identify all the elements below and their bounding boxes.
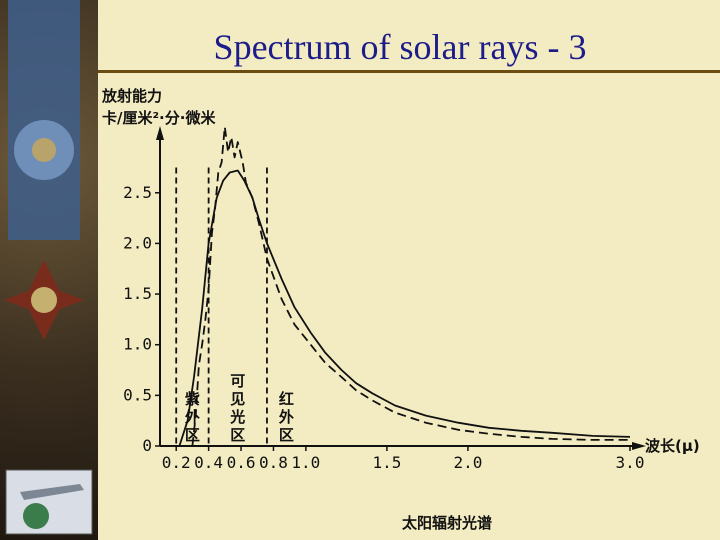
region-label: 区: [279, 426, 294, 444]
y-tick-label: 0.5: [123, 385, 152, 404]
region-label: 可: [230, 372, 245, 390]
rosette-center: [32, 138, 56, 162]
x-ticks: 0.2 0.4 0.6 0.8 1.0 1.5 2.0 3.0: [162, 446, 645, 472]
sidebar-medal-image: [0, 0, 98, 540]
y-tick-label: 1.5: [123, 284, 152, 303]
solar-spectrum-chart: 放射能力 卡/厘米²·分·微米 00.51.01.52.02.5 0.2 0.4 0…: [101, 87, 700, 532]
x-axis-label: 波长(μ): [645, 437, 700, 455]
airplane-icon: [20, 484, 84, 500]
y-axis-label-line1: 放射能力: [101, 87, 162, 105]
y-tick-label: 1.0: [123, 335, 152, 354]
region-label: 见: [230, 390, 245, 408]
x-tick-label: 0.2: [162, 453, 191, 472]
x-tick-label: 0.8: [259, 453, 288, 472]
y-tick-label: 0: [142, 436, 152, 455]
x-tick-label: 3.0: [616, 453, 645, 472]
chart-caption: 太阳辐射光谱: [402, 514, 492, 532]
region-label: 红: [279, 390, 294, 408]
y-axis-label-line2: 卡/厘米²·分·微米: [102, 109, 216, 127]
x-tick-label: 0.6: [227, 453, 256, 472]
y-axis-arrow: [156, 126, 164, 140]
region-label: 光: [229, 408, 245, 426]
region-label: 区: [185, 426, 200, 444]
series-line-solid: [178, 169, 631, 447]
globe-icon: [23, 503, 49, 529]
x-tick-label: 1.5: [372, 453, 401, 472]
slide-title: Spectrum of solar rays - 3: [213, 27, 587, 67]
x-axis-arrow: [632, 442, 646, 450]
y-tick-label: 2.5: [123, 183, 152, 202]
x-tick-label: 0.4: [194, 453, 223, 472]
series-line-dashed: [191, 126, 630, 447]
medal-illustration: [4, 0, 93, 535]
airplane-globe-icon: [5, 469, 93, 535]
y-tick-label: 2.0: [123, 233, 152, 252]
y-ticks: 0 0.5 1.0 1.5 2.0 2.5: [123, 183, 160, 455]
x-tick-label: 1.0: [291, 453, 320, 472]
cross-center: [31, 287, 57, 313]
title-rule: [98, 70, 720, 73]
series-lines: [178, 126, 631, 447]
region-label: 区: [230, 426, 245, 444]
x-tick-label: 2.0: [453, 453, 482, 472]
region-label: 外: [278, 408, 294, 426]
